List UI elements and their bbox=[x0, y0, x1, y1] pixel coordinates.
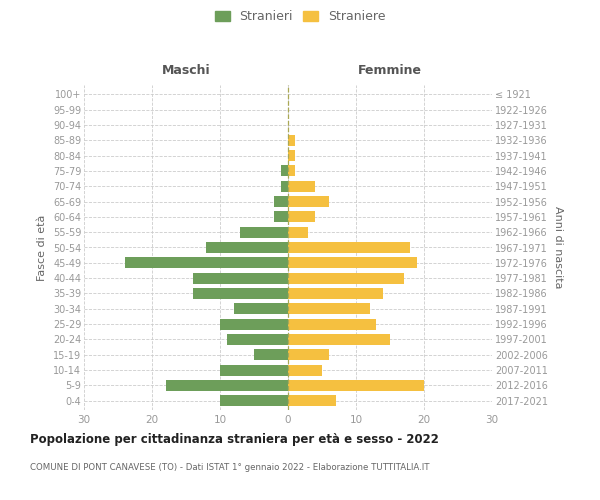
Bar bbox=[288, 396, 335, 406]
Bar bbox=[193, 288, 288, 299]
Text: Popolazione per cittadinanza straniera per età e sesso - 2022: Popolazione per cittadinanza straniera p… bbox=[30, 432, 439, 446]
Bar bbox=[241, 226, 288, 237]
Bar bbox=[254, 350, 288, 360]
Y-axis label: Anni di nascita: Anni di nascita bbox=[553, 206, 563, 288]
Bar bbox=[220, 318, 288, 330]
Bar bbox=[281, 166, 288, 176]
Bar bbox=[220, 364, 288, 376]
Bar bbox=[125, 258, 288, 268]
Bar bbox=[227, 334, 288, 345]
Bar bbox=[288, 272, 404, 283]
Bar bbox=[288, 196, 329, 207]
Legend: Stranieri, Straniere: Stranieri, Straniere bbox=[211, 6, 389, 26]
Bar bbox=[288, 334, 390, 345]
Bar bbox=[288, 288, 383, 299]
Text: Maschi: Maschi bbox=[161, 64, 211, 78]
Bar bbox=[288, 166, 295, 176]
Bar bbox=[281, 180, 288, 192]
Bar bbox=[288, 226, 308, 237]
Bar bbox=[233, 304, 288, 314]
Text: Femmine: Femmine bbox=[358, 64, 422, 78]
Bar bbox=[288, 380, 424, 391]
Bar bbox=[288, 134, 295, 145]
Bar bbox=[288, 242, 410, 253]
Bar bbox=[274, 212, 288, 222]
Bar bbox=[288, 304, 370, 314]
Bar bbox=[288, 258, 417, 268]
Bar bbox=[288, 364, 322, 376]
Bar bbox=[274, 196, 288, 207]
Bar bbox=[206, 242, 288, 253]
Bar bbox=[288, 318, 376, 330]
Bar bbox=[166, 380, 288, 391]
Y-axis label: Fasce di età: Fasce di età bbox=[37, 214, 47, 280]
Bar bbox=[220, 396, 288, 406]
Bar bbox=[288, 150, 295, 161]
Text: COMUNE DI PONT CANAVESE (TO) - Dati ISTAT 1° gennaio 2022 - Elaborazione TUTTITA: COMUNE DI PONT CANAVESE (TO) - Dati ISTA… bbox=[30, 462, 430, 471]
Bar bbox=[288, 180, 315, 192]
Bar bbox=[288, 212, 315, 222]
Bar bbox=[288, 350, 329, 360]
Bar bbox=[193, 272, 288, 283]
